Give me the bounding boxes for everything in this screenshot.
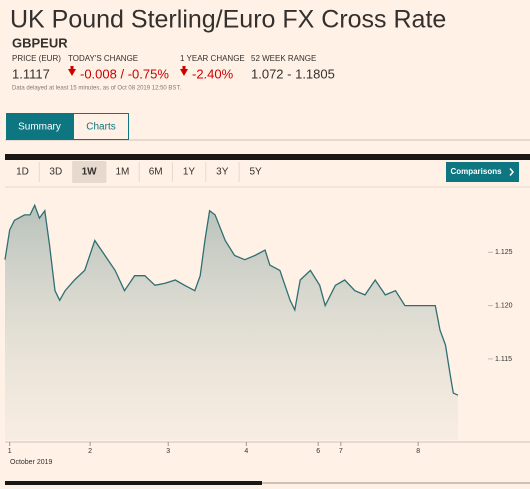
y-tick-label: 1.125 [495, 249, 513, 256]
quote-price: 1.1117 [12, 66, 50, 81]
y-tick-label: 1.115 [495, 356, 512, 363]
x-tick-label: 4 [244, 448, 248, 455]
range-label[interactable]: 3D [49, 167, 62, 178]
title: UK Pound Sterling/Euro FX Cross Rate [10, 6, 446, 34]
x-tick-label: 7 [339, 448, 343, 455]
quote-label: 52 WEEK RANGE [251, 54, 316, 63]
x-tick-label: 6 [316, 448, 320, 455]
tab-summary[interactable] [6, 113, 73, 140]
quote-year-change: -2.40% [192, 66, 234, 81]
scroll-bar [5, 481, 262, 485]
range-label[interactable]: 1Y [183, 167, 196, 178]
range-selected[interactable] [72, 161, 106, 183]
top-bar [5, 154, 530, 160]
scroll-track [262, 482, 530, 484]
x-tick-label: 2 [88, 448, 92, 455]
x-tick-label: 3 [166, 448, 170, 455]
tab-label[interactable]: Summary [18, 122, 61, 133]
range-label[interactable]: 1D [16, 167, 29, 178]
range-buttons: 1D 3D 1W 1M 6M 1Y 3Y 5Y [16, 161, 262, 183]
plot: 1.115 1.120 1.125 1 2 3 4 6 7 8 [4, 203, 530, 455]
delay-note: Data delayed at least 15 minutes, as of … [12, 86, 181, 92]
quote-label: TODAY'S CHANGE [68, 54, 138, 63]
range-label[interactable]: 1W [82, 167, 98, 178]
quote-label: PRICE (EUR) [12, 54, 61, 63]
chevron [509, 168, 514, 176]
line [4, 203, 459, 396]
x-axis-label: October 2019 [10, 459, 53, 466]
down-arrow [180, 66, 188, 76]
range-label[interactable]: 3Y [216, 167, 229, 178]
x-tick-label: 8 [416, 448, 420, 455]
area [5, 205, 458, 440]
range-label[interactable]: 5Y [249, 167, 262, 178]
comparisons-label[interactable]: Comparisons [450, 167, 502, 176]
tab-label[interactable]: Charts [86, 122, 115, 133]
range-label[interactable]: 1M [115, 167, 129, 178]
quote-range: 1.072 - 1.1805 [251, 66, 335, 81]
quote-label: 1 YEAR CHANGE [180, 54, 245, 63]
symbol: GBPEUR [12, 35, 68, 50]
down-arrow [68, 66, 76, 76]
y-tick-label: 1.120 [495, 302, 513, 309]
x-tick-label: 1 [8, 448, 12, 455]
comparisons-button[interactable] [446, 162, 519, 182]
quote-change: -0.008 / -0.75% [80, 66, 169, 81]
tab-charts[interactable] [73, 113, 129, 140]
range-label[interactable]: 6M [149, 167, 163, 178]
